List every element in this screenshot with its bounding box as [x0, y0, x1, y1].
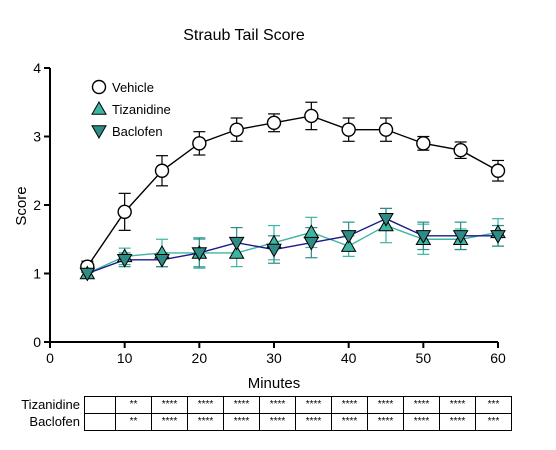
significance-cell: ****	[295, 413, 332, 431]
vehicle-point	[490, 163, 506, 178]
significance-cell: ****	[223, 396, 260, 414]
legend: Vehicle Tizanidine Baclofen	[91, 79, 171, 140]
tizanidine-point	[340, 238, 357, 252]
x-tick-label: 30	[266, 350, 282, 366]
baclofen-point	[452, 230, 469, 244]
y-tick-label: 1	[33, 266, 41, 282]
vehicle-point	[266, 115, 282, 131]
baclofen-point	[154, 254, 170, 268]
y-tick-label: 4	[33, 60, 41, 76]
vehicle-point	[229, 122, 244, 137]
significance-cell: **	[115, 396, 152, 414]
legend-vehicle-label: Vehicle	[112, 80, 154, 95]
legend-tizanidine-icon	[91, 100, 107, 115]
significance-row: Baclofen ** **** **** **** **** **** **** **** **…	[6, 413, 512, 431]
significance-cell: ****	[223, 413, 260, 431]
x-tick-label: 0	[46, 350, 54, 366]
y-tick-label: 3	[33, 129, 41, 145]
significance-cell: ****	[331, 396, 368, 414]
vehicle-point	[453, 142, 468, 158]
baclofen-point	[415, 230, 432, 244]
baclofen-point	[266, 243, 282, 258]
y-tick-label: 0	[33, 334, 41, 350]
series-lines	[86, 115, 499, 275]
vehicle-point	[117, 204, 132, 220]
significance-row-label: Tizanidine	[21, 397, 80, 412]
tizanidine-line	[87, 224, 499, 275]
significance-table: Tizanidine ** **** **** **** **** **** **** ****…	[6, 396, 512, 431]
legend-baclofen-icon	[91, 125, 107, 140]
x-tick-label: 10	[117, 350, 133, 366]
vehicle-point	[416, 136, 431, 151]
y-tick-label: 2	[33, 197, 41, 213]
series-markers	[79, 108, 506, 282]
significance-cell: ****	[367, 413, 404, 431]
x-tick-label: 50	[416, 350, 432, 366]
significance-cell: ****	[439, 413, 476, 431]
x-axis-label: Minutes	[248, 375, 301, 392]
significance-cell: ****	[187, 396, 224, 414]
vehicle-point	[192, 136, 207, 151]
significance-row: Tizanidine ** **** **** **** **** **** **** ****…	[6, 396, 512, 414]
baclofen-point	[490, 230, 506, 244]
x-tick-label: 60	[490, 350, 506, 366]
significance-cell	[84, 396, 116, 414]
baclofen-point	[116, 254, 133, 268]
vehicle-point	[304, 108, 319, 124]
baclofen-point	[378, 212, 394, 227]
baclofen-line	[87, 217, 498, 275]
baclofen-point	[79, 267, 96, 282]
legend-baclofen-label: Baclofen	[112, 124, 163, 139]
baclofen-point	[191, 247, 208, 261]
significance-cell: ****	[259, 413, 296, 431]
significance-cell: ****	[439, 396, 476, 414]
significance-cell: ****	[331, 413, 368, 431]
significance-cell: ****	[151, 413, 188, 431]
y-axis-label: Score	[13, 186, 30, 225]
significance-cell: ***	[475, 413, 512, 431]
error-bars	[81, 101, 504, 278]
x-tick-label: 40	[341, 350, 357, 366]
significance-cell: ****	[403, 413, 440, 431]
significance-cell: ****	[295, 396, 332, 414]
vehicle-point	[341, 122, 356, 137]
chart-title: Straub Tail Score	[183, 27, 305, 44]
baclofen-point	[340, 230, 357, 244]
tizanidine-point	[228, 244, 245, 259]
significance-cell	[84, 413, 116, 431]
significance-cell: ****	[151, 396, 188, 414]
legend-vehicle-icon	[91, 79, 107, 95]
vehicle-point	[378, 122, 394, 137]
significance-cell: ****	[367, 396, 404, 414]
vehicle-point	[154, 163, 170, 178]
significance-cell: ***	[475, 396, 512, 414]
legend-tizanidine-label: Tizanidine	[112, 102, 171, 117]
x-tick-label: 20	[192, 350, 208, 366]
baclofen-point	[228, 236, 245, 251]
baclofen-point	[303, 236, 320, 251]
significance-row-label: Baclofen	[29, 414, 80, 429]
significance-cell: ****	[259, 396, 296, 414]
significance-cell: ****	[403, 396, 440, 414]
significance-cell: ****	[187, 413, 224, 431]
significance-cell: **	[115, 413, 152, 431]
